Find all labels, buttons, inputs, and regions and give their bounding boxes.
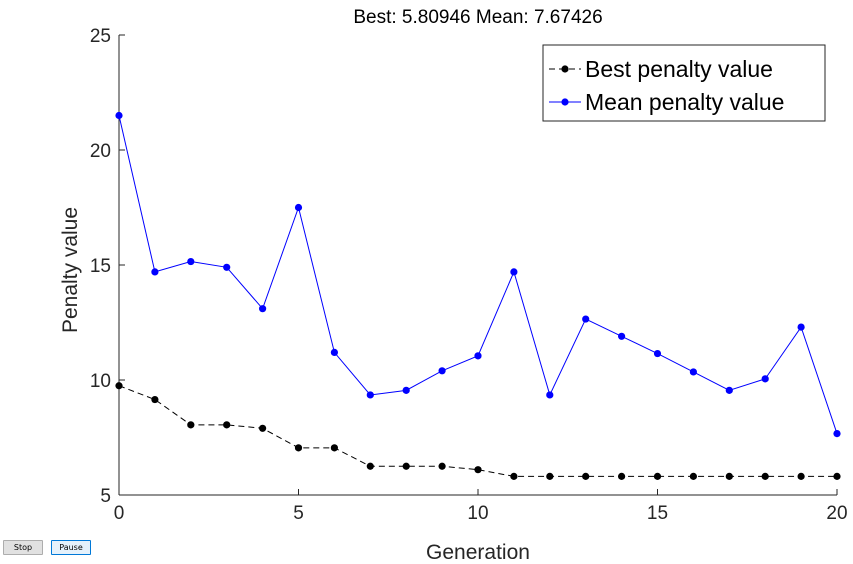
- legend-box: [542, 44, 826, 122]
- stop-button[interactable]: Stop: [3, 540, 43, 555]
- series-best-point: [833, 472, 841, 480]
- series-best-point: [689, 472, 698, 480]
- series-best-point: [653, 472, 662, 480]
- series-mean-point: [725, 386, 733, 394]
- series-mean-point: [294, 203, 303, 212]
- series-mean-point: [366, 391, 374, 399]
- x-tick-label: 5: [293, 503, 304, 524]
- series-mean-point: [833, 429, 841, 438]
- series-mean-point: [402, 386, 410, 394]
- series-best-point: [115, 382, 123, 390]
- series-mean-point: [761, 375, 769, 383]
- series-mean-point: [115, 111, 123, 120]
- series-best-point: [510, 472, 518, 480]
- legend-best-label: Best penalty value: [585, 56, 773, 82]
- series-mean-point: [259, 305, 267, 313]
- legend-best-swatch-marker: [561, 65, 569, 73]
- legend-mean-swatch-marker: [561, 98, 569, 106]
- series-best-point: [259, 424, 267, 432]
- x-tick-label: 15: [647, 503, 668, 524]
- series-best-point: [151, 395, 159, 404]
- series-best-point: [546, 472, 554, 480]
- series-mean-point: [653, 349, 662, 358]
- legend: Best penalty value Mean penalty value: [542, 44, 826, 122]
- series-mean-point: [797, 323, 805, 331]
- y-tick-label: 20: [90, 141, 111, 162]
- series-best-point: [474, 466, 482, 474]
- series-best-point: [438, 462, 446, 470]
- series-mean-point: [330, 348, 338, 356]
- series-best-point: [187, 421, 195, 429]
- y-tick-label: 25: [90, 26, 111, 47]
- series-mean-point: [546, 391, 554, 399]
- y-tick-label: 5: [100, 486, 111, 507]
- series-mean-point: [223, 263, 231, 271]
- series-best-point: [294, 444, 303, 452]
- x-tick-label: 20: [826, 503, 847, 524]
- series-best: [115, 382, 841, 480]
- series-best-point: [618, 472, 626, 480]
- x-tick-label: 0: [114, 503, 125, 524]
- x-axis-label: Generation: [426, 541, 530, 564]
- series-mean-point: [689, 368, 698, 376]
- y-tick-label: 15: [90, 256, 111, 277]
- series-mean-point: [474, 352, 482, 360]
- series-mean-line: [118, 115, 838, 434]
- chart-title: Best: 5.80946 Mean: 7.67426: [353, 7, 602, 28]
- series-mean-point: [187, 257, 195, 266]
- series-mean-point: [618, 332, 626, 340]
- pause-button[interactable]: Pause: [51, 540, 91, 555]
- series-mean-point: [151, 268, 159, 276]
- x-tick-label: 10: [467, 503, 488, 524]
- series-mean-point: [510, 268, 518, 276]
- series-best-point: [725, 472, 733, 480]
- y-axis-label: Penalty value: [59, 207, 82, 333]
- series-layer: [115, 111, 841, 480]
- y-tick-label: 10: [90, 371, 111, 392]
- series-mean-point: [438, 367, 446, 375]
- series-mean-point: [582, 315, 590, 323]
- series-best-point: [761, 472, 769, 480]
- series-best-point: [402, 462, 410, 470]
- legend-mean-label: Mean penalty value: [585, 89, 784, 115]
- series-best-point: [797, 472, 805, 480]
- series-best-line: [118, 385, 837, 477]
- series-best-point: [582, 472, 590, 480]
- series-mean: [115, 111, 841, 438]
- series-best-point: [223, 421, 231, 429]
- series-best-point: [330, 444, 338, 452]
- series-best-point: [366, 462, 374, 470]
